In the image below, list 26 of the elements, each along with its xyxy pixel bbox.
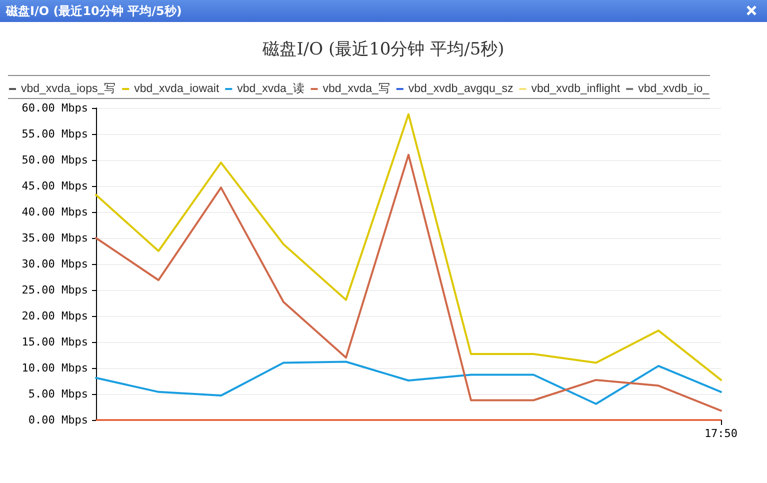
y-tick-label: 15.00 Mbps [22,336,88,348]
x-tick-label: 17:50 [704,427,738,440]
y-tick-label: 30.00 Mbps [22,258,88,270]
legend-label: vbd_xvda_iops_写 [21,82,116,95]
legend-label: vbd_xvda_读 [237,82,305,95]
y-tick-label: 25.00 Mbps [22,284,88,296]
line-series [95,360,722,405]
y-tick-label: 45.00 Mbps [22,180,88,192]
legend-label: vbd_xvdb_avgqu_sz [408,83,514,95]
y-tick-label: 35.00 Mbps [22,232,88,244]
y-tick-label: 50.00 Mbps [22,154,88,166]
line-series [95,154,722,412]
y-tick-label: 0.00 Mbps [28,414,88,426]
text: 磁盘I/O (最近10分钟 平均/5秒) [4,4,182,18]
y-tick-label: 40.00 Mbps [22,206,88,218]
y-tick-label: 20.00 Mbps [22,310,88,322]
legend-label: vbd_xvda_iowait [134,83,220,95]
legend-label: vbd_xvdb_io_ [638,83,710,95]
legend-label: vbd_xvdb_inflight [531,83,621,95]
chart-title: 磁盘I/O (最近10分钟 平均/5秒) [262,40,504,60]
legend-label: vbd_xvda_写 [322,82,390,95]
y-tick-label: 5.00 Mbps [28,388,88,400]
line-series [95,113,722,381]
y-tick-label: 55.00 Mbps [22,128,88,140]
y-tick-label: 10.00 Mbps [22,362,88,374]
y-tick-label: 60.00 Mbps [22,102,88,114]
